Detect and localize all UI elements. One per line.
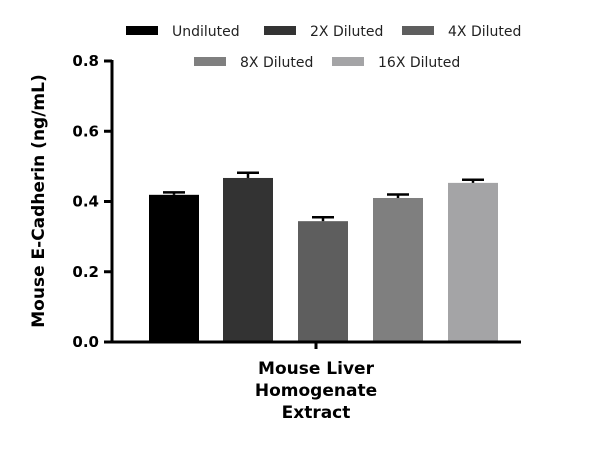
y-axis-label: Mouse E-Cadherin (ng/mL) — [29, 74, 49, 327]
legend-label: 2X Diluted — [310, 24, 383, 40]
x-axis-label-line-1: Mouse Liver — [258, 359, 375, 379]
bar-8x-diluted — [373, 197, 423, 342]
legend: Undiluted 2X Diluted 4X Diluted 8X Diluted 1… — [126, 24, 521, 71]
legend-swatch — [126, 26, 158, 35]
x-axis-label-line-3: Extract — [282, 403, 351, 423]
legend-swatch — [194, 57, 226, 66]
legend-label: 16X Diluted — [378, 55, 460, 71]
legend-swatch — [332, 57, 364, 66]
y-tick-label: 0.2 — [72, 263, 99, 281]
y-tick-label: 0.4 — [72, 193, 99, 211]
y-tick-label: 0.0 — [72, 333, 99, 351]
legend-label: Undiluted — [172, 24, 240, 40]
y-tick-label: 0.8 — [72, 52, 99, 70]
legend-swatch — [402, 26, 434, 35]
bar-16x-diluted — [448, 182, 498, 342]
axes: 0.0 0.2 0.4 0.6 0.8 — [72, 52, 521, 351]
bar-2x-diluted — [223, 177, 273, 342]
legend-swatch — [264, 26, 296, 35]
x-axis-label-line-2: Homogenate — [255, 381, 377, 401]
bar-4x-diluted — [298, 221, 348, 342]
bar-undiluted — [149, 194, 199, 342]
y-tick-label: 0.6 — [72, 122, 99, 140]
legend-label: 4X Diluted — [448, 24, 521, 40]
bars — [149, 171, 498, 342]
legend-label: 8X Diluted — [240, 55, 313, 71]
